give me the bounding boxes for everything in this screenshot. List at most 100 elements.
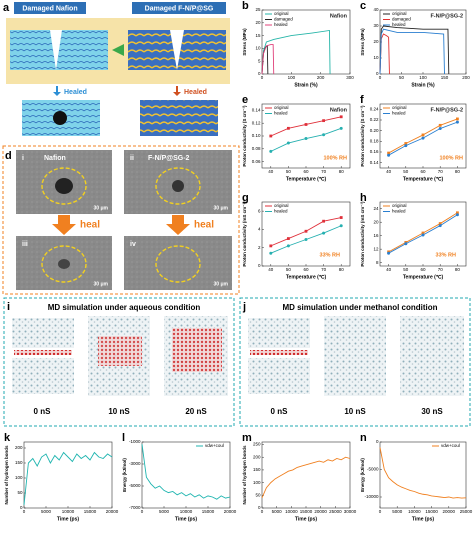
- legend-label: healed: [392, 209, 406, 214]
- marker: [339, 115, 343, 119]
- y-tick-label: 100: [15, 475, 23, 480]
- x-axis-title: Temperature (℃): [286, 175, 327, 182]
- marker: [339, 216, 343, 219]
- x-tick-label: 40: [268, 169, 274, 174]
- legend-label: healed: [392, 111, 406, 116]
- panel-label: m: [242, 432, 252, 444]
- y-tick-label: 50: [255, 492, 261, 497]
- y-tick-label: -7000: [129, 505, 141, 510]
- x-tick-label: 100: [419, 75, 427, 80]
- arrow: [173, 86, 181, 96]
- highlight: [155, 245, 201, 283]
- y-tick-label: 0.20: [370, 128, 379, 133]
- x-tick-label: 0: [141, 509, 144, 514]
- legend-label: healed: [274, 111, 288, 116]
- x-tick-label: 80: [339, 267, 345, 272]
- scale-bar: 30 μm: [94, 205, 109, 211]
- title: Damaged F-N/P@SG: [145, 5, 214, 12]
- panel-i: i MD simulation under aqueous condition …: [3, 297, 235, 427]
- y-tick-label: 200: [15, 445, 23, 450]
- panel-j: j MD simulation under methanol condition…: [239, 297, 471, 427]
- x-tick-label: 80: [455, 267, 461, 272]
- y-tick-label: 5: [258, 58, 261, 63]
- x-tick-label: 40: [386, 169, 392, 174]
- y-tick-label: 0.22: [370, 117, 379, 122]
- series-line: [379, 25, 450, 75]
- x-tick-label: 50: [403, 169, 409, 174]
- y-tick-label: 0: [258, 71, 261, 76]
- x-tick-label: 50: [403, 267, 409, 272]
- legend-label: healed: [392, 22, 406, 27]
- y-tick-label: -1000: [129, 439, 141, 444]
- plot-frame: [261, 441, 351, 509]
- marker: [269, 134, 273, 138]
- marker: [404, 242, 408, 246]
- y-axis-title: Energy (kJ/mol): [122, 458, 127, 492]
- annotation: 33% RH: [320, 252, 341, 258]
- y-tick-label: 15: [255, 33, 261, 38]
- crack: [170, 30, 184, 70]
- marker: [286, 141, 290, 145]
- x-tick-label: 25000: [329, 509, 342, 514]
- y-tick-label: -10000: [364, 494, 379, 499]
- y-tick-label: 0.14: [370, 160, 379, 165]
- x-axis-title: Temperature (℃): [403, 273, 444, 280]
- time-label: 20 nS: [185, 407, 207, 416]
- marker: [455, 120, 459, 124]
- membrane: [140, 100, 218, 136]
- y-tick-label: 0.10: [252, 133, 261, 138]
- marker: [269, 251, 273, 255]
- legend-label: damaged: [274, 17, 293, 22]
- y-axis-title: Stress (MPa): [242, 28, 247, 56]
- marker: [438, 123, 442, 127]
- x-axis-title: Time (ps): [57, 516, 79, 522]
- y-tick-label: 10: [373, 55, 379, 60]
- hole: [55, 178, 73, 194]
- y-tick-label: 250: [253, 442, 261, 447]
- x-tick-label: 15000: [84, 509, 97, 514]
- marker: [387, 153, 391, 157]
- x-tick-label: 100: [288, 75, 296, 80]
- arrow: [53, 86, 61, 96]
- y-tick-label: 2: [258, 245, 261, 250]
- x-tick-label: 70: [438, 267, 444, 272]
- marker: [404, 142, 408, 145]
- marker: [456, 211, 459, 215]
- x-tick-label: 5000: [41, 509, 52, 514]
- series-line: [23, 451, 113, 506]
- x-tick-label: 25000: [460, 509, 473, 514]
- x-axis-title: Temperature (℃): [286, 273, 327, 280]
- panel-label: b: [242, 0, 249, 12]
- plot-frame: [379, 441, 467, 509]
- time-label: 30 nS: [421, 407, 443, 416]
- y-tick-label: 10: [255, 46, 261, 51]
- y-axis-title: Proton conductivity (mS cm⁻¹): [360, 201, 365, 267]
- legend-label: damaged: [392, 17, 411, 22]
- arrow: [112, 44, 124, 56]
- panel-label: n: [360, 432, 367, 444]
- series-line: [270, 116, 342, 137]
- annotation: F-N/P@SG-2: [430, 13, 463, 19]
- marker: iv: [130, 241, 136, 248]
- y-tick-label: 16: [373, 233, 379, 238]
- x-tick-label: 10000: [180, 509, 193, 514]
- marker: [304, 123, 308, 126]
- panel-label: a: [3, 2, 10, 14]
- polymer: [248, 318, 310, 348]
- y-axis-title: Proton conductivity (S cm⁻¹): [242, 105, 247, 167]
- x-tick-label: 80: [455, 169, 461, 174]
- x-tick-label: 60: [303, 267, 309, 272]
- legend-label: original: [274, 105, 289, 110]
- highlight: [41, 167, 87, 205]
- x-axis-title: Time (ps): [295, 516, 317, 522]
- marker: ii: [130, 155, 134, 162]
- defect: [53, 111, 67, 125]
- marker: [421, 231, 425, 235]
- marker: [322, 219, 325, 223]
- annotation: F-N/P@SG-2: [430, 107, 463, 113]
- marker: [287, 237, 290, 240]
- polymer: [12, 318, 74, 348]
- x-tick-label: 0: [261, 509, 264, 514]
- x-tick-label: 30000: [344, 509, 357, 514]
- frame: [239, 297, 471, 427]
